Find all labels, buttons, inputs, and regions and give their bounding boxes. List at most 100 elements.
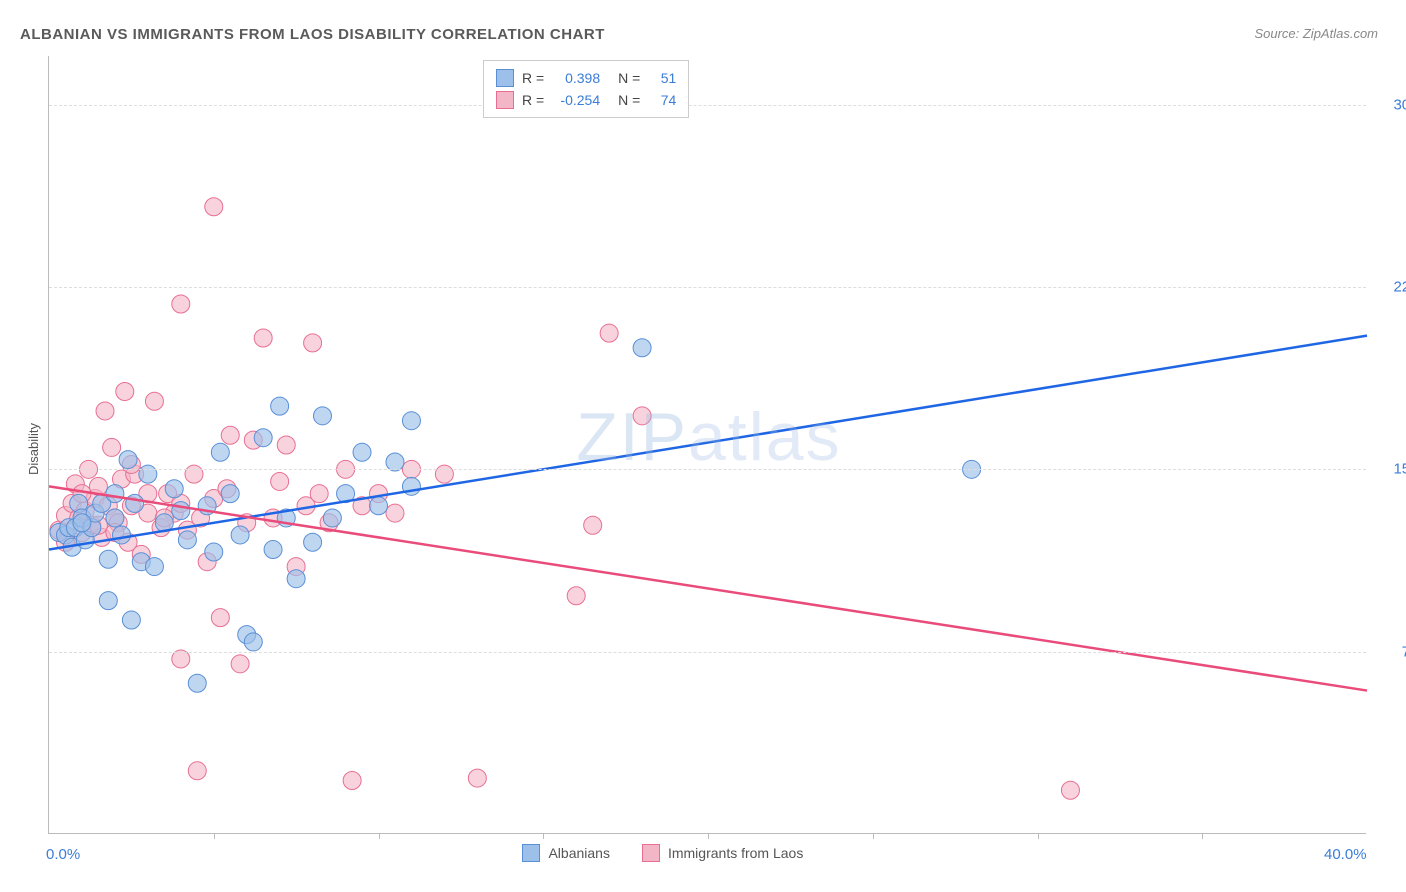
x-tick [543,833,544,839]
x-tick [708,833,709,839]
data-point [96,402,114,420]
data-point [172,295,190,313]
data-point [185,465,203,483]
x-tick [379,833,380,839]
data-point [271,472,289,490]
data-point [402,412,420,430]
series-legend: Albanians Immigrants from Laos [522,844,803,862]
data-point [231,655,249,673]
data-point [231,526,249,544]
y-tick-label: 30.0% [1376,96,1406,113]
plot-area: ZIPatlas 7.5%15.0%22.5%30.0% [48,56,1366,834]
data-point [106,509,124,527]
legend-label: Immigrants from Laos [668,845,803,861]
data-point [600,324,618,342]
legend-row: R = 0.398 N = 51 [496,67,676,89]
data-point [271,397,289,415]
data-point [188,674,206,692]
x-tick [1038,833,1039,839]
y-tick-label: 15.0% [1376,461,1406,478]
data-point [188,762,206,780]
r-value: 0.398 [552,70,600,86]
data-point [304,533,322,551]
data-point [205,198,223,216]
data-point [211,443,229,461]
data-point [139,465,157,483]
data-point [112,526,130,544]
legend-swatch [496,69,514,87]
data-point [254,329,272,347]
data-point [116,383,134,401]
legend-label: Albanians [548,845,610,861]
legend-swatch [496,91,514,109]
y-tick-label: 7.5% [1376,643,1406,660]
data-point [370,497,388,515]
n-label: N = [618,92,640,108]
n-value: 51 [648,70,676,86]
legend-item: Albanians [522,844,610,862]
data-point [584,516,602,534]
r-value: -0.254 [552,92,600,108]
chart-container: ALBANIAN VS IMMIGRANTS FROM LAOS DISABIL… [0,0,1406,892]
n-label: N = [618,70,640,86]
gridline [49,652,1366,653]
correlation-legend: R = 0.398 N = 51 R = -0.254 N = 74 [483,60,689,118]
legend-item: Immigrants from Laos [642,844,803,862]
legend-row: R = -0.254 N = 74 [496,89,676,111]
gridline [49,469,1366,470]
gridline [49,287,1366,288]
data-point [353,443,371,461]
legend-swatch [522,844,540,862]
r-label: R = [522,92,544,108]
data-point [323,509,341,527]
x-tick [873,833,874,839]
data-point [386,453,404,471]
x-tick [1202,833,1203,839]
data-point [313,407,331,425]
data-point [277,436,295,454]
data-point [99,592,117,610]
n-value: 74 [648,92,676,108]
data-point [567,587,585,605]
x-tick [214,833,215,839]
data-point [106,485,124,503]
data-point [145,558,163,576]
data-point [254,429,272,447]
y-axis-label: Disability [26,423,41,475]
data-point [126,494,144,512]
data-point [165,480,183,498]
gridline [49,105,1366,106]
chart-title: ALBANIAN VS IMMIGRANTS FROM LAOS DISABIL… [20,26,605,43]
data-point [304,334,322,352]
data-point [172,502,190,520]
data-point [386,504,404,522]
data-point [633,407,651,425]
data-point [633,339,651,357]
legend-swatch [642,844,660,862]
data-point [145,392,163,410]
data-point [343,772,361,790]
source-label: Source: ZipAtlas.com [1254,26,1378,41]
data-point [287,570,305,588]
data-point [119,451,137,469]
x-axis-min-label: 0.0% [46,846,80,863]
data-point [205,543,223,561]
data-point [99,550,117,568]
data-point [221,426,239,444]
data-point [211,609,229,627]
data-point [221,485,239,503]
data-point [122,611,140,629]
data-point [73,514,91,532]
data-point [264,541,282,559]
r-label: R = [522,70,544,86]
plot-svg [49,56,1367,834]
x-axis-max-label: 40.0% [1324,846,1367,863]
data-point [435,465,453,483]
y-tick-label: 22.5% [1376,278,1406,295]
data-point [103,438,121,456]
data-point [310,485,328,503]
data-point [178,531,196,549]
data-point [1061,781,1079,799]
data-point [244,633,262,651]
data-point [468,769,486,787]
